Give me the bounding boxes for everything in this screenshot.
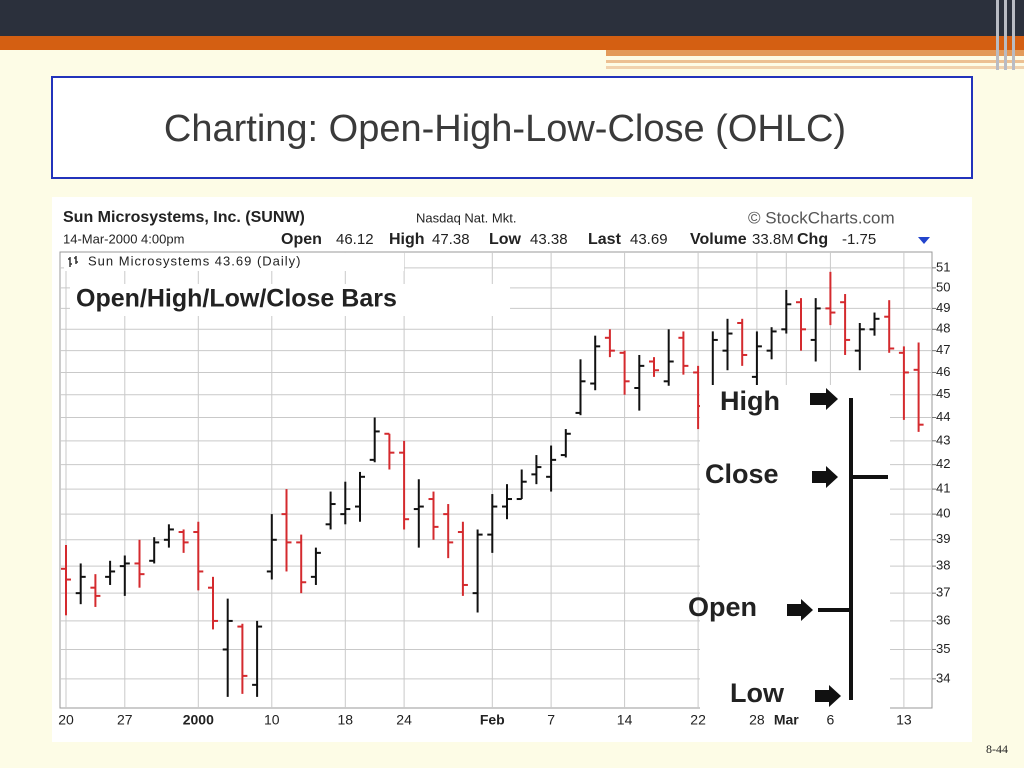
x-tick-label: Mar xyxy=(774,712,799,728)
title-box xyxy=(51,76,973,179)
y-tick-label: 36 xyxy=(936,612,950,627)
arrow xyxy=(815,685,841,707)
legend-icon xyxy=(68,256,78,267)
annotation: Low xyxy=(730,678,785,708)
annotation: High xyxy=(720,386,780,416)
x-tick-label: 14 xyxy=(617,712,633,728)
accent-line xyxy=(606,66,1024,69)
company: Sun Microsystems, Inc. (SUNW) xyxy=(63,209,305,226)
y-tick-label: 44 xyxy=(936,409,950,424)
bars xyxy=(61,271,924,697)
slide-title: Charting: Open-High-Low-Close (OHLC) xyxy=(164,108,846,150)
diagram-bg xyxy=(700,385,890,710)
y-tick-label: 37 xyxy=(936,585,950,600)
info-value: -1.75 xyxy=(842,231,876,248)
info-label: Last xyxy=(588,231,622,248)
info-value: 46.12 xyxy=(336,231,374,248)
arrow xyxy=(787,599,813,621)
y-tick-label: 46 xyxy=(936,364,950,379)
legend-diagram: High Close Open Low xyxy=(688,385,890,710)
x-tick-label: 2000 xyxy=(183,712,214,728)
y-tick-label: 41 xyxy=(936,481,950,496)
info-value: 43.38 xyxy=(530,231,568,248)
x-tick-label: 18 xyxy=(338,712,354,728)
y-tick-label: 45 xyxy=(936,386,950,401)
info-label: Low xyxy=(489,231,522,248)
x-tick-label: 24 xyxy=(396,712,412,728)
x-tick-label: 27 xyxy=(117,712,133,728)
info-value: 47.38 xyxy=(432,231,470,248)
accent-line xyxy=(606,50,1024,56)
info-label: High xyxy=(389,231,425,248)
x-tick-label: 13 xyxy=(896,712,912,728)
y-tick-label: 38 xyxy=(936,558,950,573)
info-label: Volume xyxy=(690,231,747,248)
arrow xyxy=(812,466,838,488)
x-tick-label: Feb xyxy=(480,712,505,728)
y-tick-label: 47 xyxy=(936,342,950,357)
y-tick-label: 42 xyxy=(936,456,950,471)
info-value: 33.8M xyxy=(752,231,794,248)
x-tick-label: 28 xyxy=(749,712,765,728)
x-tick-label: 7 xyxy=(547,712,555,728)
source: © StockCharts.com xyxy=(748,208,895,227)
y-tick-label: 39 xyxy=(936,531,950,546)
page-number: 8-44 xyxy=(986,742,1008,756)
accent-band xyxy=(0,36,1024,50)
y-tick-label: 34 xyxy=(936,670,950,685)
y-tick-label: 49 xyxy=(936,300,950,315)
accent-line xyxy=(606,60,1024,63)
x-tick-label: 20 xyxy=(58,712,74,728)
x-tick-label: 6 xyxy=(827,712,835,728)
y-tick-label: 35 xyxy=(936,641,950,656)
info-label: Open xyxy=(281,231,322,248)
arrow xyxy=(810,388,838,410)
accent-line xyxy=(1004,0,1007,70)
accent-line xyxy=(1012,0,1015,70)
y-tick-label: 40 xyxy=(936,506,950,521)
title-bg xyxy=(70,284,510,316)
exchange: Nasdaq Nat. Mkt. xyxy=(416,210,516,225)
info-value: 43.69 xyxy=(630,231,668,248)
legend-label: Sun Microsystems 43.69 (Daily) xyxy=(88,253,302,268)
annotation: Open xyxy=(688,592,757,622)
timestamp: 14-Mar-2000 4:00pm xyxy=(63,231,184,246)
accent-line xyxy=(996,0,999,70)
y-tick-label: 48 xyxy=(936,321,950,336)
y-tick-label: 51 xyxy=(936,259,950,274)
chg-arrow xyxy=(918,237,930,244)
chart-title: Open/High/Low/Close Bars xyxy=(76,285,397,313)
annotation: Close xyxy=(705,459,779,489)
x-tick-label: 10 xyxy=(264,712,280,728)
info-label: Chg xyxy=(797,231,828,248)
top-band xyxy=(0,0,1024,36)
legend-bg xyxy=(64,253,404,271)
y-tick-label: 43 xyxy=(936,432,950,447)
y-tick-label: 50 xyxy=(936,279,950,294)
x-tick-label: 22 xyxy=(690,712,706,728)
